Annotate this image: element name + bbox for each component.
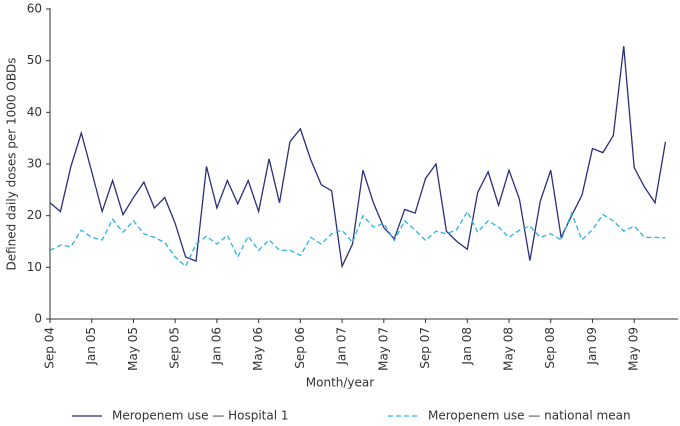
x-tick-label: Sep 05: [168, 327, 182, 369]
y-tick-label: 0: [34, 312, 42, 326]
x-tick-label: Sep 08: [543, 327, 557, 369]
x-tick-label: May 06: [251, 327, 265, 371]
x-tick-label: Jan 08: [460, 327, 474, 366]
y-axis-label: Defined daily doses per 1000 OBDs: [5, 57, 19, 270]
legend-label: Meropenem use — national mean: [428, 409, 631, 423]
x-tick-label: May 05: [126, 327, 140, 371]
x-tick-label: Jan 06: [209, 327, 223, 366]
y-tick-label: 20: [27, 208, 42, 222]
x-tick-label: Sep 07: [418, 327, 432, 369]
series-line: [49, 210, 666, 268]
x-tick-label: Sep 04: [43, 327, 57, 369]
x-tick-label: Jan 09: [585, 327, 599, 366]
series-line: [49, 46, 667, 269]
x-tick-label: Jan 07: [335, 327, 349, 366]
x-tick-label: May 08: [502, 327, 516, 371]
y-tick-label: 40: [27, 105, 42, 119]
legend-label: Meropenem use — Hospital 1: [112, 409, 289, 423]
y-tick-label: 50: [27, 53, 42, 67]
x-axis-label: Month/year: [306, 376, 374, 390]
x-tick-label: Jan 05: [84, 327, 98, 366]
y-tick-label: 60: [27, 2, 42, 16]
x-tick-label: May 07: [376, 327, 390, 371]
y-tick-label: 30: [27, 157, 42, 171]
x-tick-label: Sep 06: [293, 327, 307, 369]
x-tick-label: May 09: [627, 327, 641, 371]
y-tick-label: 10: [27, 260, 42, 274]
